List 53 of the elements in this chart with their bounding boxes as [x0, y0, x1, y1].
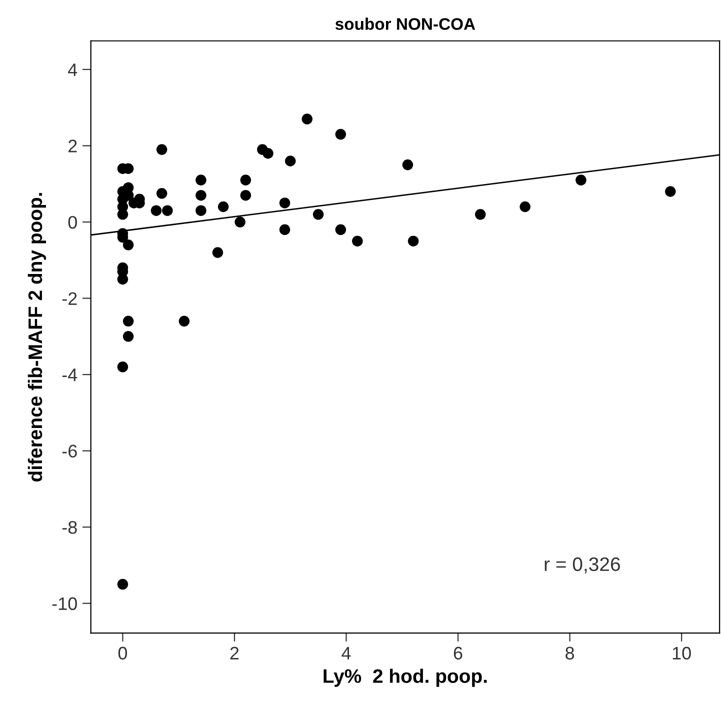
- point: [665, 186, 676, 197]
- chart-title: soubor NON-COA: [335, 18, 476, 30]
- point: [284, 156, 296, 166]
- point: [576, 174, 586, 186]
- x-tick-label: 8: [566, 646, 574, 660]
- point: [156, 188, 168, 199]
- point: [150, 205, 162, 216]
- point: [312, 209, 324, 220]
- point: [156, 144, 168, 155]
- point: [178, 316, 190, 327]
- y-axis-title: diference fib-MAFF 2 dny poop.: [28, 193, 46, 482]
- x-tick-label: 10: [672, 646, 691, 660]
- y-tick-label: -6: [62, 444, 77, 458]
- x-tick-label: 2: [230, 646, 239, 660]
- point: [122, 240, 134, 250]
- point: [117, 274, 128, 285]
- point: [218, 201, 229, 212]
- point: [279, 224, 290, 236]
- point: [240, 174, 252, 186]
- point: [279, 198, 290, 208]
- y-tick-label: -4: [62, 368, 78, 382]
- point: [240, 190, 252, 201]
- point: [162, 205, 173, 216]
- point: [117, 578, 128, 590]
- point: [402, 159, 414, 170]
- point: [117, 362, 128, 372]
- point: [474, 209, 486, 220]
- y-tick-label: -10: [52, 597, 77, 610]
- point: [196, 190, 206, 201]
- y-tick-label: 2: [68, 140, 77, 152]
- y-tick-label: -8: [62, 521, 77, 534]
- point: [234, 216, 246, 228]
- y-tick-label: 0: [68, 216, 77, 229]
- x-tick-label: 6: [454, 646, 462, 660]
- point: [520, 201, 530, 212]
- point: [335, 224, 346, 236]
- point: [196, 205, 206, 216]
- point: [262, 148, 274, 159]
- y-tick-label: -2: [62, 292, 77, 305]
- x-tick-label: 0: [118, 646, 128, 660]
- y-tick-label: 4: [68, 64, 78, 76]
- x-tick-label: 4: [342, 646, 351, 660]
- point: [352, 236, 363, 246]
- point: [302, 114, 313, 124]
- point: [212, 247, 224, 258]
- annotation: r = 0,326: [544, 557, 620, 574]
- point: [122, 316, 134, 327]
- point: [117, 209, 128, 220]
- point: [408, 236, 419, 246]
- point: [196, 174, 206, 186]
- x-axis-title: Ly% 2 hod. poop.: [324, 668, 487, 687]
- point: [335, 128, 346, 140]
- point: [122, 331, 134, 342]
